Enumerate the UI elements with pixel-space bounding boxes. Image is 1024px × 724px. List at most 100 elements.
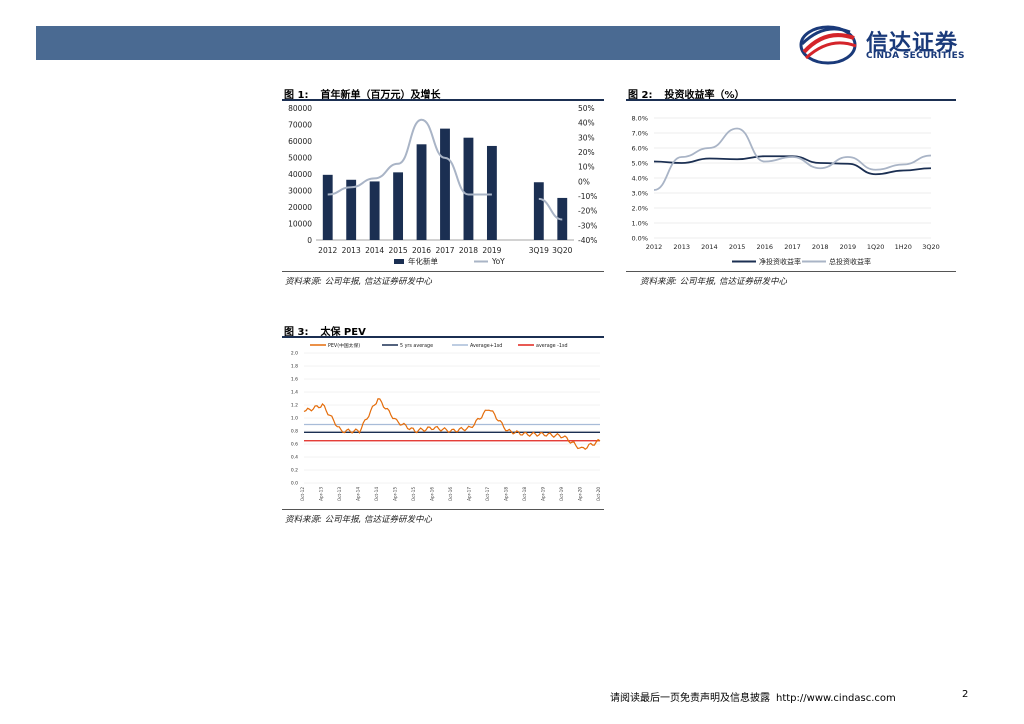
- y-left-tick-label: 0: [307, 236, 312, 245]
- x-tick-label: Oct-12: [300, 487, 305, 501]
- y-tick-label: 3.0%: [631, 190, 648, 198]
- y-left-tick-label: 60000: [288, 137, 312, 146]
- y-left-tick-label: 70000: [288, 121, 312, 130]
- logo-english-name: CINDA SECURITIES: [866, 51, 965, 61]
- y-right-tick-label: -20%: [578, 207, 597, 216]
- header-bar: [36, 26, 780, 60]
- x-tick-label: 2019: [482, 246, 501, 255]
- figure-2-source: 资料来源: 公司年报, 信达证券研发中心: [640, 277, 787, 287]
- figure-2-caption: 投资收益率（%）: [664, 90, 745, 101]
- x-tick-label: 2014: [701, 243, 718, 251]
- y-right-tick-label: -40%: [578, 236, 597, 245]
- y-tick-label: 0.4: [291, 455, 298, 461]
- figure-3-rule: [282, 336, 604, 338]
- x-tick-label: 2012: [646, 243, 663, 251]
- x-tick-label: 3Q20: [922, 243, 940, 251]
- y-left-tick-label: 10000: [288, 220, 312, 229]
- footer-disclaimer: 请阅读最后一页免责声明及信息披露 http://www.cindasc.com: [610, 689, 896, 704]
- y-left-tick-label: 40000: [288, 170, 312, 179]
- x-tick-label: 2013: [342, 246, 361, 255]
- figure-2-rule: [626, 99, 956, 101]
- x-tick-label: 1H20: [895, 243, 912, 251]
- y-tick-label: 1.0%: [631, 220, 648, 228]
- figure-1-number: 图 1:: [284, 90, 309, 101]
- bar-2019: [486, 145, 497, 240]
- y-tick-label: 1.4: [291, 390, 298, 396]
- y-tick-label: 0.8: [291, 429, 298, 435]
- x-tick-label: Apr-18: [504, 487, 509, 501]
- x-tick-label: 2015: [729, 243, 746, 251]
- x-tick-label: 2019: [840, 243, 857, 251]
- x-tick-label: Apr-13: [319, 487, 324, 501]
- bar-2013: [346, 179, 357, 240]
- x-tick-label: Apr-19: [541, 487, 546, 501]
- x-tick-label: Oct-18: [522, 487, 527, 501]
- series-line-0: [653, 155, 932, 176]
- y-tick-label: 8.0%: [631, 115, 648, 123]
- x-tick-label: 3Q20: [552, 246, 572, 255]
- x-tick-label: 3Q19: [529, 246, 549, 255]
- figure-2-number: 图 2:: [628, 90, 653, 101]
- legend-label-3: average -1sd: [536, 343, 568, 349]
- y-tick-label: 2.0: [291, 351, 298, 357]
- y-left-tick-label: 50000: [288, 154, 312, 163]
- figure-3-source: 资料来源: 公司年报, 信达证券研发中心: [285, 515, 432, 525]
- figure-1-chart: 0 10000 20000 30000 40000 50000 60000 70000 8000…: [288, 104, 597, 266]
- bar-2017: [440, 128, 450, 240]
- x-tick-label: Apr-20: [578, 487, 583, 501]
- bar-3Q19: [533, 182, 544, 240]
- legend-swatch-bar: [394, 259, 404, 264]
- figure-1-caption: 首年新单（百万元）及增长: [320, 90, 441, 101]
- y-right-tick-label: 30%: [578, 133, 595, 142]
- y-right-tick-label: -30%: [578, 221, 597, 230]
- disclaimer-text: 请阅读最后一页免责声明及信息披露: [610, 693, 770, 704]
- x-tick-label: 2015: [389, 246, 408, 255]
- y-tick-label: 0.0%: [631, 235, 648, 243]
- bar-2014: [369, 181, 380, 240]
- footer-url-link[interactable]: http://www.cindasc.com: [776, 693, 896, 704]
- y-right-tick-label: 40%: [578, 119, 595, 128]
- y-tick-label: 7.0%: [631, 130, 648, 138]
- x-tick-label: Oct-13: [337, 487, 342, 501]
- x-tick-label: 2016: [412, 246, 431, 255]
- x-tick-label: 2012: [318, 246, 337, 255]
- y-right-tick-label: 10%: [578, 163, 595, 172]
- cinda-logo: 信达证券 CINDA SECURITIES: [796, 22, 996, 70]
- x-tick-label: 2016: [757, 243, 774, 251]
- figure-2-chart: 0.0% 1.0% 2.0% 3.0% 4.0% 5.0% 6.0% 7.0% 8.0% 2012…: [631, 115, 940, 267]
- x-tick-label: Oct-14: [374, 487, 379, 501]
- x-tick-label: Oct-19: [559, 487, 564, 501]
- x-tick-label: Apr-14: [356, 487, 361, 501]
- page-number: 2: [962, 689, 969, 700]
- y-right-tick-label: 0%: [578, 177, 590, 186]
- bar-2018: [463, 137, 474, 240]
- figure-1-source: 资料来源: 公司年报, 信达证券研发中心: [285, 277, 432, 287]
- y-right-tick-label: 20%: [578, 148, 595, 157]
- y-tick-label: 0.6: [291, 442, 298, 448]
- logo-chinese-name: 信达证券: [866, 31, 959, 56]
- legend-label-0: PEV(中国太保): [328, 342, 360, 349]
- y-tick-label: 4.0%: [631, 175, 648, 183]
- figure-3-number: 图 3:: [284, 327, 309, 338]
- y-left-tick-label: 80000: [288, 104, 312, 113]
- x-tick-label: 2017: [784, 243, 801, 251]
- figure-2-title: 图 2: 投资收益率（%）: [628, 86, 744, 101]
- x-tick-label: 2014: [365, 246, 384, 255]
- bar-2015: [393, 172, 404, 240]
- y-right-tick-label: -10%: [578, 192, 597, 201]
- x-tick-label: 2018: [459, 246, 478, 255]
- bar-2016: [416, 144, 427, 240]
- x-tick-label: 2017: [435, 246, 454, 255]
- legend-label-line: YoY: [491, 257, 505, 266]
- bar-2012: [322, 174, 333, 240]
- y-tick-label: 1.2: [291, 403, 298, 409]
- figure-1-title: 图 1: 首年新单（百万元）及增长: [284, 86, 440, 101]
- x-tick-label: Oct-20: [596, 487, 601, 501]
- x-tick-label: 2018: [812, 243, 829, 251]
- y-left-tick-label: 30000: [288, 187, 312, 196]
- y-right-tick-label: 50%: [578, 104, 595, 113]
- x-tick-label: Oct-17: [485, 487, 490, 501]
- y-tick-label: 1.0: [291, 416, 298, 422]
- y-tick-label: 6.0%: [631, 145, 648, 153]
- y-tick-label: 1.6: [291, 377, 298, 383]
